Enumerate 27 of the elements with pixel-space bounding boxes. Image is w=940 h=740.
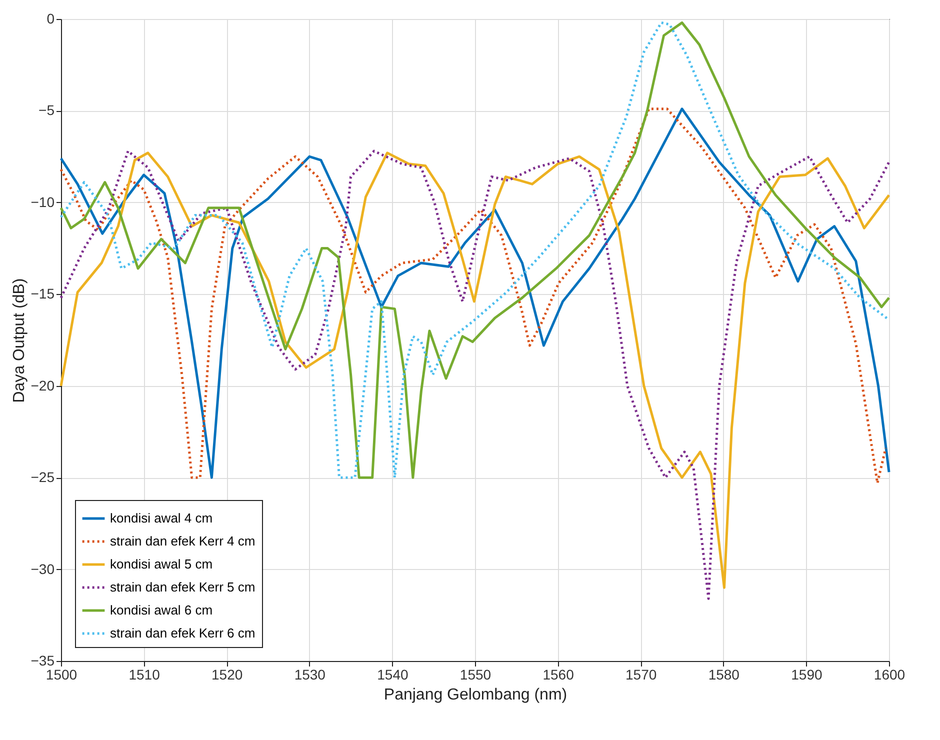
x-tick-label: 1530: [294, 666, 326, 682]
x-tick-label: 1520: [212, 666, 243, 682]
x-tick-label: 1570: [626, 666, 657, 682]
y-tick-label: −25: [30, 469, 55, 486]
x-tick-label: 1500: [46, 666, 78, 682]
y-axis-title: Daya Output (dB): [10, 278, 28, 403]
x-tick-label: 1580: [708, 666, 740, 682]
y-tick-label: −20: [30, 377, 55, 394]
legend-label: strain dan efek Kerr 6 cm: [110, 626, 256, 640]
x-tick-label: 1510: [128, 666, 160, 682]
x-tick-label: 1540: [377, 666, 408, 682]
x-tick-label: 1560: [542, 666, 574, 682]
legend-label: kondisi awal 4 cm: [110, 510, 213, 526]
x-axis-title: Panjang Gelombang (nm): [384, 686, 568, 704]
y-tick-label: −15: [30, 286, 55, 302]
legend-label: kondisi awal 5 cm: [110, 556, 213, 572]
x-tick-label: 1550: [460, 666, 492, 682]
y-tick-label: 0: [46, 10, 55, 26]
legend-label: kondisi awal 6 cm: [110, 602, 213, 618]
legend-label: strain dan efek Kerr 4 cm: [110, 534, 256, 548]
y-tick-label: −35: [30, 652, 55, 668]
legend-label: strain dan efek Kerr 5 cm: [110, 580, 256, 594]
y-tick-label: −30: [30, 560, 55, 577]
y-tick-label: −10: [30, 194, 55, 210]
x-tick-label: 1600: [874, 666, 906, 682]
x-tick-label: 1590: [791, 666, 822, 682]
y-tick-label: −5: [38, 102, 55, 118]
